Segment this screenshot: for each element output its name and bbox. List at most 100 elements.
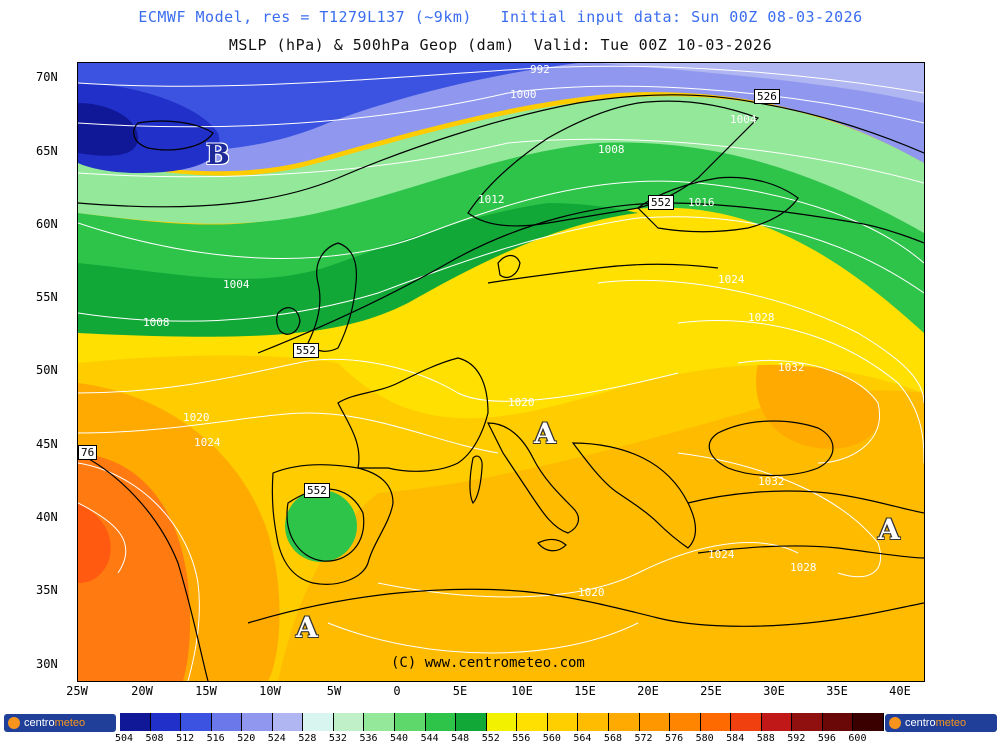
colorbar-swatch xyxy=(303,713,334,731)
geopotential-label: 552 xyxy=(648,195,674,210)
lat-label: 30N xyxy=(36,657,58,671)
lon-label: 30E xyxy=(763,684,785,698)
isobar-label: 992 xyxy=(530,63,550,76)
logo-text-accent: meteo xyxy=(935,717,967,729)
logo-circle-icon xyxy=(889,717,901,729)
nw-light-blue xyxy=(598,63,924,103)
atlantic-high-inner xyxy=(78,503,111,583)
colorbar-swatch xyxy=(578,713,609,731)
isobar-label: 1020 xyxy=(578,586,605,599)
isobar-label: 1008 xyxy=(598,143,625,156)
lat-label: 55N xyxy=(36,290,58,304)
lon-label: 25E xyxy=(700,684,722,698)
lon-label: 0 xyxy=(393,684,401,698)
colorbar-swatch xyxy=(486,713,518,731)
colorbar-tick-label: 548 xyxy=(451,733,470,744)
lon-label: 10W xyxy=(259,684,281,698)
lon-label: 15W xyxy=(195,684,217,698)
isobar-label: 1032 xyxy=(758,475,785,488)
light-green-band xyxy=(78,96,924,233)
lat-label: 45N xyxy=(36,437,58,451)
colorbar-tick-label: 540 xyxy=(390,733,409,744)
lon-label: 15E xyxy=(574,684,596,698)
isobar-label: 1028 xyxy=(748,311,775,324)
geopotential-lines xyxy=(78,94,924,681)
isobar-label: 1024 xyxy=(708,548,735,561)
isobar-label: 1012 xyxy=(478,193,505,206)
lat-label: 60N xyxy=(36,217,58,231)
geopotential-label: 526 xyxy=(754,89,780,104)
isobar-label: 1004 xyxy=(730,113,757,126)
colorbar-swatch xyxy=(425,713,457,731)
high-pressure-center-east: A xyxy=(878,513,900,546)
weather-map[interactable]: B A A A 992 1000 1004 1008 1012 1016 100… xyxy=(77,62,925,682)
colorbar-tick-label: 520 xyxy=(237,733,256,744)
isobar-label: 1016 xyxy=(688,196,715,209)
centrometeo-logo-left[interactable]: centro meteo xyxy=(4,714,116,732)
lon-label: 10E xyxy=(511,684,533,698)
coastlines xyxy=(133,100,924,627)
colorbar-swatch xyxy=(731,713,762,731)
colorbar-tick-label: 512 xyxy=(176,733,195,744)
colorbar-tick-label: 588 xyxy=(756,733,775,744)
colorbar-swatch xyxy=(792,713,823,731)
colorbar-tick-label: 508 xyxy=(145,733,164,744)
map-canvas xyxy=(78,63,924,681)
colorbar-swatch xyxy=(456,713,487,731)
logo-text-accent: meteo xyxy=(54,717,86,729)
lon-label: 20W xyxy=(131,684,153,698)
colorbar-tick-label: 516 xyxy=(206,733,225,744)
dark-green-band xyxy=(78,203,638,337)
isobar-label: 1004 xyxy=(223,278,250,291)
colorbar-swatch xyxy=(822,713,854,731)
logo-text: centro xyxy=(24,717,55,729)
isobar-label: 1008 xyxy=(143,316,170,329)
copyright: (C) www.centrometeo.com xyxy=(391,655,585,671)
isobar-label: 1032 xyxy=(778,361,805,374)
colorbar-swatch xyxy=(150,713,182,731)
colorbar-tick-label: 592 xyxy=(787,733,806,744)
lat-label: 50N xyxy=(36,363,58,377)
colorbar-swatch xyxy=(211,713,243,731)
isobar-label: 1028 xyxy=(790,561,817,574)
isobar-label: 1024 xyxy=(718,273,745,286)
colorbar-tick-label: 504 xyxy=(114,733,134,744)
lon-label: 40E xyxy=(889,684,911,698)
lon-label: 35E xyxy=(826,684,848,698)
colorbar-tick-label: 580 xyxy=(695,733,714,744)
colorbar-swatch xyxy=(120,713,151,731)
colorbar-swatch xyxy=(181,713,212,731)
title-field-line: MSLP (hPa) & 500hPa Geop (dam) Valid: Tu… xyxy=(228,36,773,54)
lon-label: 5W xyxy=(326,684,342,698)
colorbar-swatch xyxy=(517,713,548,731)
colorbar-tick-label: 536 xyxy=(359,733,378,744)
low-inner xyxy=(78,103,138,156)
colorbar-swatch xyxy=(364,713,396,731)
colorbar-tick-label: 532 xyxy=(328,733,347,744)
colorbar-tick-label: 576 xyxy=(665,733,684,744)
colorbar xyxy=(120,713,884,731)
colorbar-tick-label: 568 xyxy=(603,733,622,744)
lat-label: 70N xyxy=(36,70,58,84)
centrometeo-logo-right[interactable]: centro meteo xyxy=(885,714,997,732)
logo-circle-icon xyxy=(8,717,20,729)
colorbar-tick-label: 600 xyxy=(848,733,867,744)
colorbar-swatch xyxy=(333,713,365,731)
lon-label: 20E xyxy=(637,684,659,698)
southern-orange xyxy=(278,390,924,681)
colorbar-swatch xyxy=(242,713,273,731)
isobar-label: 1020 xyxy=(508,396,535,409)
colorbar-tick-label: 544 xyxy=(420,733,439,744)
geopotential-label: 552 xyxy=(293,343,319,358)
colorbar-swatch xyxy=(608,713,640,731)
colorbar-tick-label: 584 xyxy=(726,733,745,744)
colorbar-swatch xyxy=(272,713,304,731)
isobar-label: 1020 xyxy=(183,411,210,424)
yellow-band xyxy=(78,202,924,419)
iberian-low xyxy=(285,490,357,562)
isobar-label: 1000 xyxy=(510,88,537,101)
title-model-line: ECMWF Model, res = T1279L137 (~9km) Init… xyxy=(138,8,863,26)
geopotential-label: 552 xyxy=(304,483,330,498)
isobar-label: 1024 xyxy=(194,436,221,449)
colorbar-tick-label: 528 xyxy=(298,733,317,744)
